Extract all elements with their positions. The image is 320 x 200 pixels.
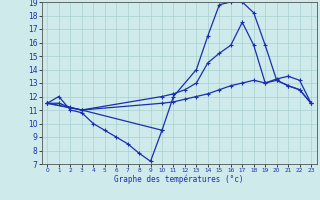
X-axis label: Graphe des températures (°c): Graphe des températures (°c)	[115, 175, 244, 184]
